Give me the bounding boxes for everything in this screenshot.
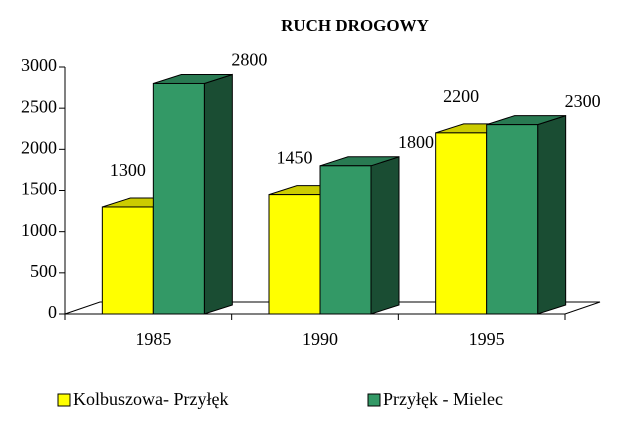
- bar: [319, 156, 400, 315]
- data-label: 2300: [565, 91, 601, 111]
- bar-front: [435, 132, 488, 315]
- bar-front: [486, 124, 539, 315]
- y-tick-label: 1000: [21, 220, 57, 240]
- legend-label: Przyłęk - Mielec: [383, 389, 503, 409]
- data-label: 2800: [231, 50, 267, 70]
- data-label: 2200: [443, 86, 479, 106]
- bar-side: [203, 73, 233, 315]
- bar: [486, 114, 567, 315]
- bar-front: [101, 206, 154, 315]
- bar-front: [319, 165, 372, 315]
- bar-front: [268, 194, 321, 315]
- chart-title: RUCH DROGOWY: [281, 16, 429, 35]
- y-tick-label: 0: [48, 302, 57, 322]
- y-tick-label: 500: [30, 261, 57, 281]
- y-tick-label: 3000: [21, 55, 57, 75]
- legend-label: Kolbuszowa- Przyłęk: [73, 389, 228, 409]
- legend-swatch: [57, 393, 71, 407]
- data-label: 1300: [110, 160, 146, 180]
- data-label: 1450: [277, 148, 313, 168]
- bar: [152, 73, 233, 315]
- bar-side: [537, 114, 567, 315]
- legend-swatch: [367, 393, 381, 407]
- y-tick-label: 1500: [21, 179, 57, 199]
- y-tick-label: 2000: [21, 137, 57, 157]
- bar-front: [152, 82, 205, 315]
- bar-side: [370, 156, 400, 315]
- x-tick-label: 1995: [469, 329, 505, 349]
- y-tick-label: 2500: [21, 96, 57, 116]
- x-tick-label: 1985: [135, 329, 171, 349]
- data-label: 1800: [398, 132, 434, 152]
- x-tick-label: 1990: [302, 329, 338, 349]
